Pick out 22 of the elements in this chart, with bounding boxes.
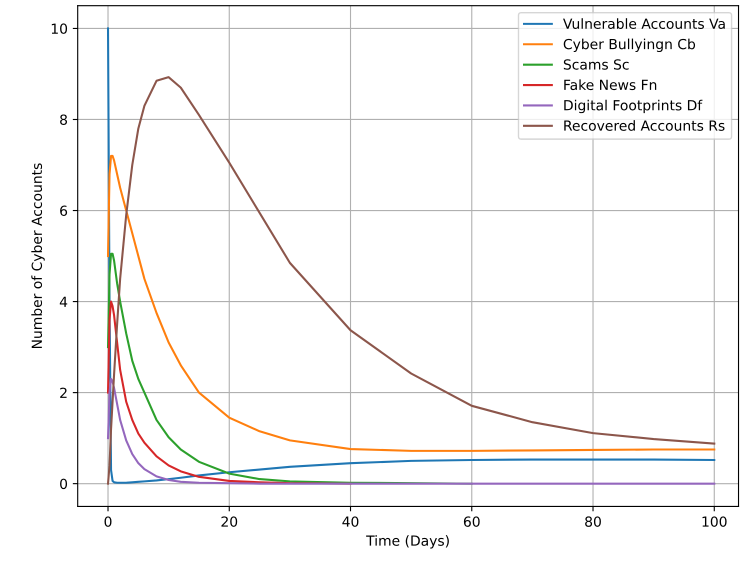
y-axis-title: Number of Cyber Accounts: [31, 163, 45, 348]
x-tick-label: 60: [464, 516, 480, 527]
x-axis-title: Time (Days): [366, 535, 449, 549]
y-tick-label: 4: [60, 296, 68, 307]
x-tick-label: 80: [585, 516, 601, 527]
x-tick-label: 100: [702, 516, 727, 527]
x-tick-label: 0: [104, 516, 112, 527]
line-series: [106, 378, 716, 485]
legend-label: Cyber Bullyingn Cb: [564, 38, 696, 52]
y-tick-label: 6: [60, 206, 68, 216]
y-tick-label: 8: [60, 114, 68, 125]
legend-label: Digital Footprints Df: [564, 100, 702, 114]
legend-label: Vulnerable Accounts Va: [563, 18, 725, 29]
legend-label: Fake News Fn: [564, 79, 656, 90]
x-tick-label: 40: [342, 516, 358, 527]
legend-label: Recovered Accounts Rs: [564, 120, 725, 131]
line-series: [106, 154, 716, 452]
y-tick-label: 10: [52, 23, 68, 34]
legend-label: Scams Sc: [564, 59, 629, 70]
y-tick-label: 0: [60, 478, 68, 490]
y-tick-label: 2: [60, 388, 67, 398]
x-tick-label: 20: [221, 516, 238, 527]
